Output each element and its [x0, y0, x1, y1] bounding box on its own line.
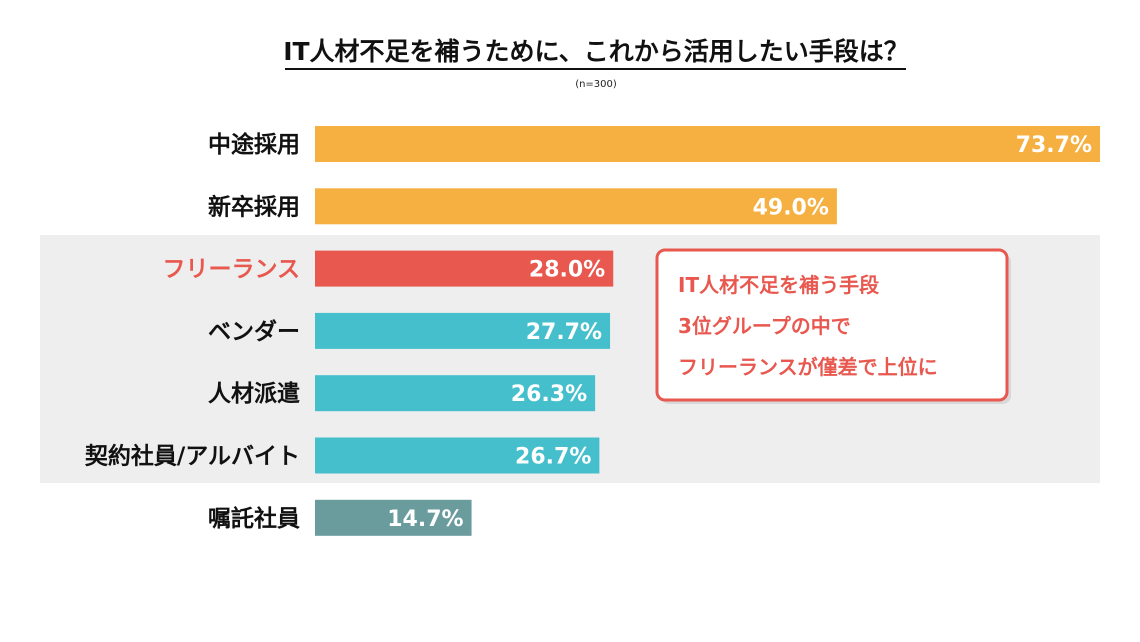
- callout-line-2: 3位グループの中で: [678, 314, 851, 338]
- category-label: 人材派遣: [208, 381, 300, 407]
- value-label: 26.7%: [515, 445, 591, 470]
- value-label: 14.7%: [387, 507, 463, 532]
- bars-group: 中途採用 73.7% 新卒採用 49.0% フリーランス 28.0% ベンダー 27.7% 人材…: [84, 126, 1100, 536]
- category-label: 中途採用: [208, 131, 300, 158]
- callout-box: [655, 248, 1009, 402]
- bar: [315, 437, 600, 474]
- bar: [315, 188, 837, 225]
- bar: [315, 250, 614, 287]
- category-label: 新卒採用: [208, 193, 300, 220]
- bar: [315, 312, 611, 349]
- callout-line-1: IT人材不足を補う手段: [678, 273, 879, 297]
- value-label: 26.3%: [511, 382, 587, 407]
- value-label: 73.7%: [1016, 133, 1092, 158]
- category-label: ベンダー: [208, 318, 300, 345]
- sample-size-label: (n=300): [575, 79, 617, 90]
- value-label: 28.0%: [529, 258, 605, 283]
- category-label: 嘱託社員: [208, 505, 300, 532]
- annotation-callout: IT人材不足を補う手段 3位グループの中で フリーランスが僅差で上位に: [655, 248, 1011, 404]
- category-label: フリーランス: [162, 257, 300, 283]
- bar: [315, 375, 596, 412]
- value-label: 27.7%: [526, 320, 602, 345]
- bar: [315, 499, 472, 536]
- bar: [315, 126, 1100, 162]
- chart-title: IT人材不足を補うために、これから活用したい手段は？: [283, 37, 909, 66]
- value-label: 49.0%: [753, 195, 829, 220]
- callout-line-3: フリーランスが僅差で上位に: [678, 355, 938, 379]
- category-label: 契約社員/アルバイト: [84, 443, 300, 470]
